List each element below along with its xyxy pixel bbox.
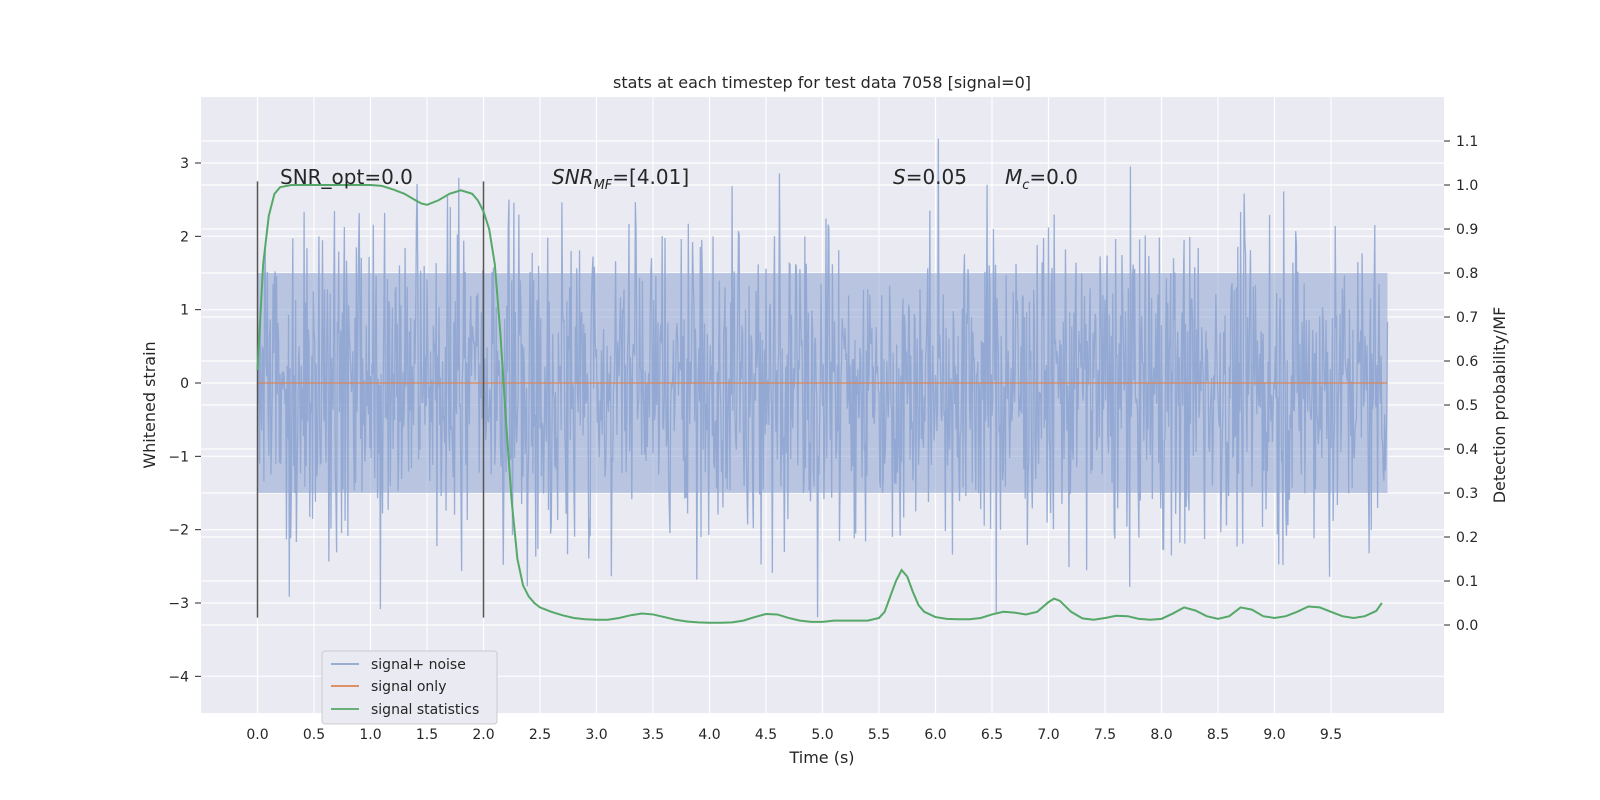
snr-mf-sub: MF (594, 178, 613, 193)
legend-label-signal-statistics: signal statistics (371, 702, 479, 718)
y-left-tick-label: 2 (180, 229, 189, 245)
snr-mf-value: =[4.01] (612, 165, 689, 189)
annotation-mc: Mc=0.0 (1005, 165, 1078, 193)
y-right-tick-label: 0.5 (1456, 398, 1478, 414)
x-tick-label: 3.0 (585, 727, 607, 743)
x-tick-label: 2.5 (529, 727, 551, 743)
y-right-tick-label: 0.8 (1456, 266, 1478, 282)
x-tick-label: 5.0 (811, 727, 833, 743)
x-tick-label: 0.5 (303, 727, 325, 743)
y-right-tick-label: 0.3 (1456, 486, 1478, 502)
x-tick-label: 3.5 (642, 727, 664, 743)
chart-title: stats at each timestep for test data 705… (613, 73, 1031, 92)
y-right-tick-label: 1.0 (1456, 178, 1478, 194)
y-left-axis-label: Whitened strain (140, 341, 159, 468)
y-right-tick-label: 0.1 (1456, 574, 1478, 590)
annotation-snr-opt: SNR_opt=0.0 (280, 165, 413, 189)
y-right-tick-labels: 0.0 0.1 0.2 0.3 0.4 0.5 0.6 0.7 0.8 0.9 1.0 1.1 (1456, 134, 1478, 634)
x-tick-label: 7.0 (1037, 727, 1059, 743)
y-left-tick-label: 3 (180, 156, 189, 172)
x-tick-label: 1.0 (359, 727, 381, 743)
s-main: S (893, 165, 906, 189)
y-left-tick-label: 1 (180, 303, 189, 319)
mc-main: M (1005, 165, 1022, 189)
signal-statistics-line (256, 184, 1383, 624)
y-right-tick-label: 0.7 (1456, 310, 1478, 326)
x-tick-label: 9.0 (1263, 727, 1285, 743)
x-tick-label: 7.5 (1094, 727, 1116, 743)
mc-value: =0.0 (1029, 165, 1078, 189)
legend: signal+ noise signal only signal statist… (321, 650, 498, 725)
legend-box (321, 650, 498, 725)
snr-mf-main: SNR (552, 165, 594, 189)
window-markers (256, 181, 485, 618)
x-axis-label: Time (s) (788, 748, 854, 767)
x-tick-label: 6.0 (924, 727, 946, 743)
y-left-tick-label: 0 (180, 376, 189, 392)
y-left-tick-label: −3 (168, 596, 189, 612)
x-tick-label: 8.5 (1207, 727, 1229, 743)
signal-statistics-series (256, 184, 1383, 624)
legend-label-signal-only: signal only (371, 679, 446, 695)
y-left-tick-label: −1 (168, 449, 189, 465)
x-tick-labels: 0.0 0.5 1.0 1.5 2.0 2.5 3.0 3.5 4.0 4.5 5.0 5.5 6.0 6… (246, 727, 1342, 743)
y-left-tick-label: −2 (168, 523, 189, 539)
s-value: =0.05 (906, 165, 967, 189)
x-tick-label: 5.5 (868, 727, 890, 743)
x-tick-label: 0.0 (246, 727, 268, 743)
mc-sub: c (1022, 178, 1029, 193)
y-right-tick-label: 0.6 (1456, 354, 1478, 370)
annotation-snr-mf: SNRMF=[4.01] (552, 165, 689, 193)
x-tick-label: 9.5 (1320, 727, 1342, 743)
x-tick-label: 4.5 (755, 727, 777, 743)
y-right-axis-label: Detection probability/MF (1490, 307, 1509, 504)
y-right-tick-label: 0.0 (1456, 618, 1478, 634)
x-tick-label: 4.0 (698, 727, 720, 743)
legend-label-signal-noise: signal+ noise (371, 657, 466, 673)
y-right-tick-label: 1.1 (1456, 134, 1478, 150)
y-right-tick-label: 0.4 (1456, 442, 1478, 458)
y-left-tick-label: −4 (168, 669, 189, 685)
y-right-tick-label: 0.9 (1456, 222, 1478, 238)
y-left-tick-labels: −4 −3 −2 −1 0 1 2 3 (168, 156, 189, 685)
x-tick-label: 6.5 (981, 727, 1003, 743)
annotation-s: S=0.05 (893, 165, 967, 189)
x-tick-label: 8.0 (1150, 727, 1172, 743)
y-right-tick-label: 0.2 (1456, 530, 1478, 546)
x-tick-label: 1.5 (416, 727, 438, 743)
x-tick-label: 2.0 (472, 727, 494, 743)
